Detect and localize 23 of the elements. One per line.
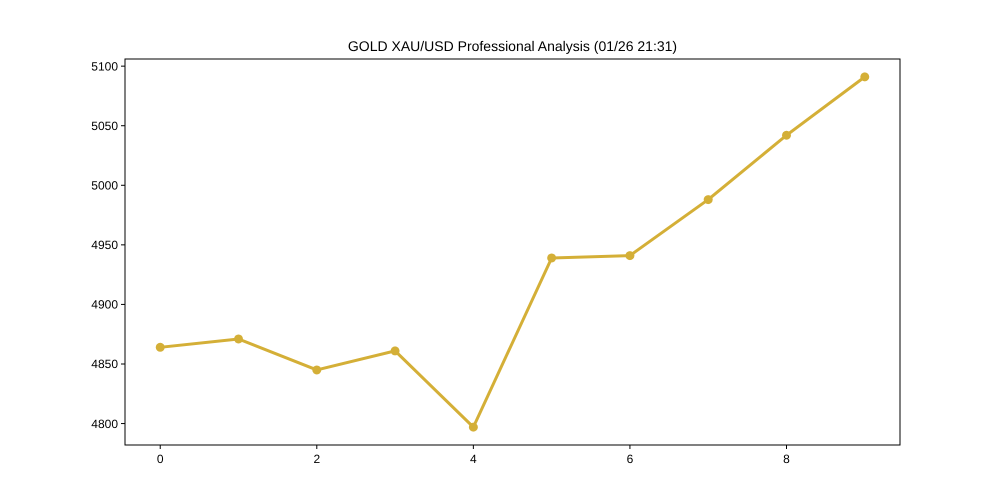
point — [468, 422, 478, 432]
y-tick-label: 5100 — [91, 59, 118, 74]
point — [782, 130, 791, 140]
x-tick-label: 0 — [156, 452, 164, 466]
x-tick-label: 2 — [313, 452, 320, 466]
point — [156, 342, 165, 352]
point — [860, 72, 870, 82]
y-tick-label: 4950 — [91, 238, 118, 252]
x-tick-label: 6 — [626, 452, 634, 466]
y-tick-label: 4850 — [91, 357, 118, 372]
chart-title: GOLD XAU/USD Professional Analysis (01/26 21:31) — [348, 38, 678, 54]
point — [625, 251, 634, 260]
x-tick-label: 8 — [783, 452, 790, 466]
y-tick-label: 5000 — [91, 178, 118, 192]
point — [704, 195, 713, 204]
y-tick-label: 5050 — [91, 118, 118, 133]
x-tick-label: 4 — [470, 452, 478, 466]
y-tick-label: 4900 — [91, 298, 118, 312]
point — [312, 365, 322, 374]
point — [547, 253, 556, 262]
point — [390, 346, 400, 356]
point — [234, 334, 244, 344]
y-tick-label: 4800 — [91, 416, 118, 431]
